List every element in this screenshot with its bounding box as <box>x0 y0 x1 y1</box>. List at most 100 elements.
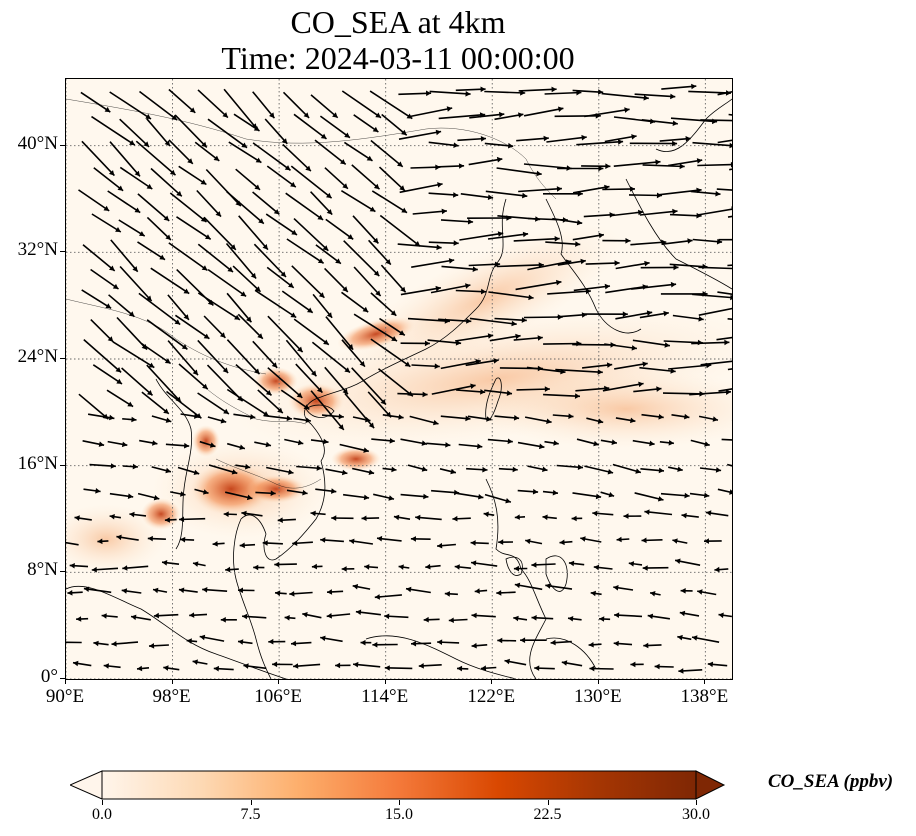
wind-vector-head <box>375 290 381 296</box>
wind-vector-head <box>375 112 381 118</box>
wind-vector-head <box>553 440 559 446</box>
wind-vector-head <box>181 344 188 350</box>
wind-vector-head <box>223 511 229 517</box>
wind-vector-head <box>692 635 698 641</box>
wind-vector-head <box>373 270 380 277</box>
wind-vector-head <box>724 339 730 346</box>
colorbar-tick-mark <box>102 800 103 805</box>
wind-vector-head <box>545 583 551 589</box>
wind-vector <box>343 141 373 162</box>
wind-vector <box>324 366 349 395</box>
wind-vector-head <box>189 107 196 113</box>
wind-vector-head <box>225 566 231 573</box>
wind-vector <box>659 189 702 196</box>
wind-vector-head <box>257 333 263 339</box>
wind-vector-head <box>146 390 153 396</box>
wind-vector-head <box>101 613 107 619</box>
wind-vector-head <box>411 640 417 647</box>
wind-vector <box>428 141 459 147</box>
wind-vector-head <box>316 387 323 393</box>
wind-vector-head <box>355 609 362 615</box>
wind-vector-head <box>341 566 347 572</box>
wind-vector <box>194 141 220 162</box>
wind-vector <box>370 338 411 368</box>
wind-vector-head <box>437 542 443 549</box>
wind-vector-head <box>242 613 248 620</box>
wind-vector-head <box>684 492 690 499</box>
lat-tick-mark <box>60 358 65 359</box>
wind-vector <box>226 339 261 375</box>
wind-vector <box>146 319 188 350</box>
wind-vector <box>717 291 732 296</box>
wind-vector-head <box>497 637 503 644</box>
wind-vector-head <box>384 613 390 620</box>
wind-vector-head <box>187 158 193 164</box>
wind-vector <box>197 392 230 415</box>
wind-vector-head <box>532 488 539 495</box>
wind-vector <box>107 190 141 214</box>
wind-vector-head <box>546 418 552 424</box>
wind-vector <box>135 140 177 176</box>
wind-vector-head <box>672 140 678 147</box>
wind-vector-head <box>95 488 101 494</box>
wind-vector <box>604 343 638 350</box>
wind-vector-head <box>98 441 105 447</box>
wind-vector <box>282 143 312 172</box>
wind-vector-head <box>262 540 268 546</box>
wind-vector-head <box>399 330 405 336</box>
wind-vector-head <box>310 510 316 517</box>
wind-vector-head <box>506 390 512 396</box>
wind-vector <box>573 285 611 292</box>
wind-vector-head <box>342 183 348 189</box>
wind-vector-head <box>518 112 524 118</box>
wind-vector-head <box>122 565 128 571</box>
colorbar-label: CO_SEA (ppbv) <box>768 771 894 792</box>
wind-vector <box>168 242 208 272</box>
wind-vector <box>238 215 269 251</box>
wind-vector <box>118 219 146 237</box>
wind-vector-head <box>465 415 471 422</box>
wind-vector-head <box>481 288 487 295</box>
wind-vector-head <box>670 281 677 288</box>
wind-vector-head <box>496 156 503 163</box>
wind-vector-head <box>200 179 207 185</box>
wind-vector <box>197 89 229 119</box>
wind-vector <box>468 158 503 166</box>
wind-vector-head <box>202 383 208 390</box>
wind-vector-head <box>550 639 556 646</box>
wind-vector-head <box>668 440 674 446</box>
wind-vector <box>285 339 318 377</box>
wind-vector-head <box>215 211 221 217</box>
wind-vector-head <box>280 271 286 277</box>
wind-vector-head <box>129 140 135 146</box>
wind-vector-head <box>404 361 411 367</box>
wind-vector-head <box>269 112 275 119</box>
wind-vector-head <box>347 234 354 240</box>
wind-vector-head <box>254 368 260 375</box>
wind-vector <box>169 192 208 223</box>
wind-vector-head <box>377 535 383 542</box>
wind-vector <box>82 244 116 272</box>
wind-vector-head <box>365 416 371 423</box>
colorbar-tick-mark <box>250 800 252 805</box>
wind-vector <box>119 118 150 148</box>
wind-vector <box>459 232 504 241</box>
wind-vector-head <box>399 185 405 191</box>
wind-vector-head <box>725 389 731 395</box>
wind-vector-head <box>273 209 280 215</box>
wind-vector-head <box>178 587 185 594</box>
wind-vector-head <box>716 238 723 245</box>
wind-vector <box>639 210 678 216</box>
wind-vector <box>293 318 330 346</box>
wind-vector-head <box>323 438 329 445</box>
wind-vector <box>341 90 382 119</box>
wind-vector-head <box>641 537 647 544</box>
wind-vector <box>295 363 323 394</box>
wind-vector <box>612 211 644 217</box>
wind-vector-head <box>642 361 648 367</box>
wind-vector-head <box>121 441 128 448</box>
wind-vector <box>310 390 345 431</box>
wind-vector-head <box>391 336 397 342</box>
wind-vector-head <box>513 415 520 421</box>
wind-vector-head <box>250 272 257 279</box>
